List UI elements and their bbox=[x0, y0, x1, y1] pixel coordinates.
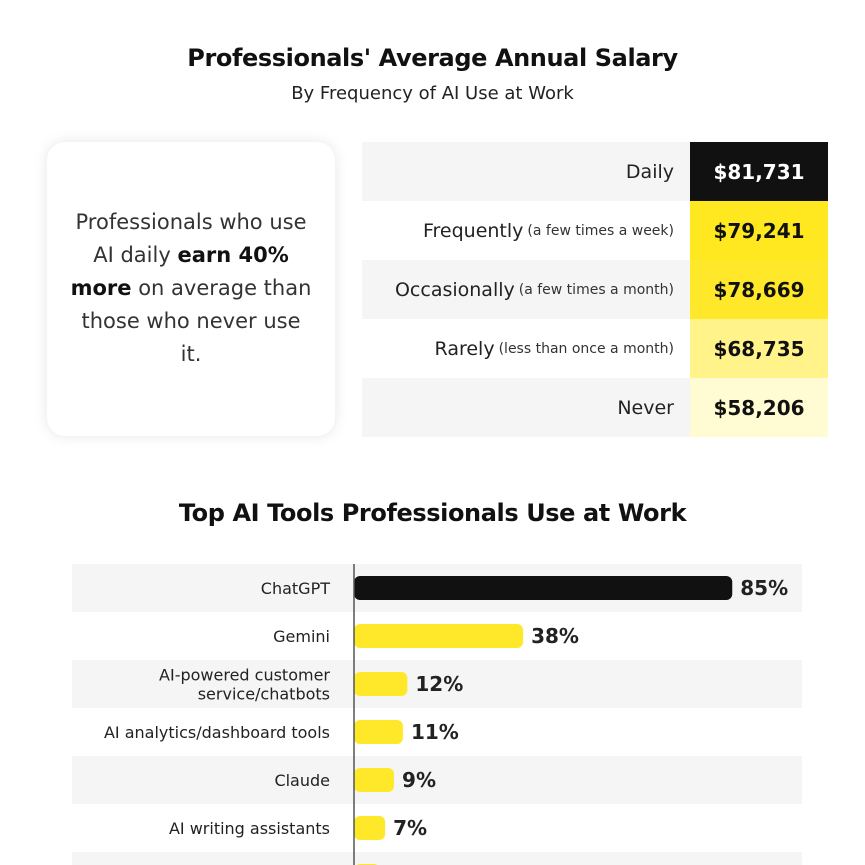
salary-row-label: Rarely (less than once a month) bbox=[362, 319, 690, 378]
callout-text-part2: on average than those who never use it. bbox=[81, 276, 312, 366]
bar bbox=[354, 672, 408, 696]
category-label: ChatGPT bbox=[261, 579, 330, 598]
frequency-note: (a few times a week) bbox=[527, 222, 674, 239]
callout-card: Professionals who use AI daily earn 40% … bbox=[47, 142, 335, 436]
callout-text-part1: Professionals who use AI daily bbox=[75, 210, 307, 267]
salary-value: $58,206 bbox=[690, 378, 828, 437]
frequency-note: (less than once a month) bbox=[498, 340, 674, 357]
callout-text: Professionals who use AI daily earn 40% … bbox=[69, 206, 313, 371]
category-label: AI analytics/dashboard tools bbox=[104, 723, 330, 742]
tools-chart-title: Top AI Tools Professionals Use at Work bbox=[178, 499, 687, 527]
category-label: AI writing assistants bbox=[169, 819, 330, 838]
frequency-label: Occasionally bbox=[394, 278, 515, 301]
salary-row-label: Occasionally (a few times a month) bbox=[362, 260, 690, 319]
row-band bbox=[72, 660, 802, 708]
salary-row: Occasionally (a few times a month) $78,669 bbox=[362, 260, 828, 319]
bar bbox=[354, 720, 403, 744]
frequency-label: Frequently bbox=[422, 219, 524, 242]
value-label: 85% bbox=[740, 576, 788, 600]
salary-row-label: Never bbox=[362, 378, 690, 437]
bar bbox=[354, 816, 386, 840]
salary-row: Rarely (less than once a month) $68,735 bbox=[362, 319, 828, 378]
salary-value: $68,735 bbox=[690, 319, 828, 378]
salary-title: Professionals' Average Annual Salary bbox=[187, 44, 678, 72]
value-label: 9% bbox=[402, 768, 436, 792]
category-label: Gemini bbox=[273, 627, 330, 646]
callout-highlight: earn 40% more bbox=[70, 243, 289, 300]
category-label: Claude bbox=[274, 771, 330, 790]
bar bbox=[354, 768, 395, 792]
frequency-label: Daily bbox=[625, 160, 674, 183]
value-label: 38% bbox=[531, 624, 579, 648]
salary-row-label: Daily bbox=[362, 142, 690, 201]
frequency-label: Rarely bbox=[434, 337, 495, 360]
frequency-label: Never bbox=[617, 396, 674, 419]
salary-row: Never $58,206 bbox=[362, 378, 828, 437]
category-label: service/chatbots bbox=[198, 685, 330, 704]
salary-table: Daily $81,731 Frequently (a few times a wee… bbox=[362, 142, 828, 437]
salary-subtitle: By Frequency of AI Use at Work bbox=[291, 83, 574, 104]
category-label: AI-powered customer bbox=[159, 666, 330, 685]
value-label: 7% bbox=[393, 816, 427, 840]
salary-value: $79,241 bbox=[690, 201, 828, 260]
row-band bbox=[72, 756, 802, 804]
value-label: 12% bbox=[415, 672, 463, 696]
salary-row: Daily $81,731 bbox=[362, 142, 828, 201]
salary-value: $78,669 bbox=[690, 260, 828, 319]
salary-row-label: Frequently (a few times a week) bbox=[362, 201, 690, 260]
frequency-note: (a few times a month) bbox=[518, 281, 674, 298]
bar bbox=[354, 576, 733, 600]
value-label: 11% bbox=[411, 720, 459, 744]
bar bbox=[354, 624, 524, 648]
salary-value: $81,731 bbox=[690, 142, 828, 201]
row-band bbox=[72, 852, 802, 865]
salary-row: Frequently (a few times a week) $79,241 bbox=[362, 201, 828, 260]
